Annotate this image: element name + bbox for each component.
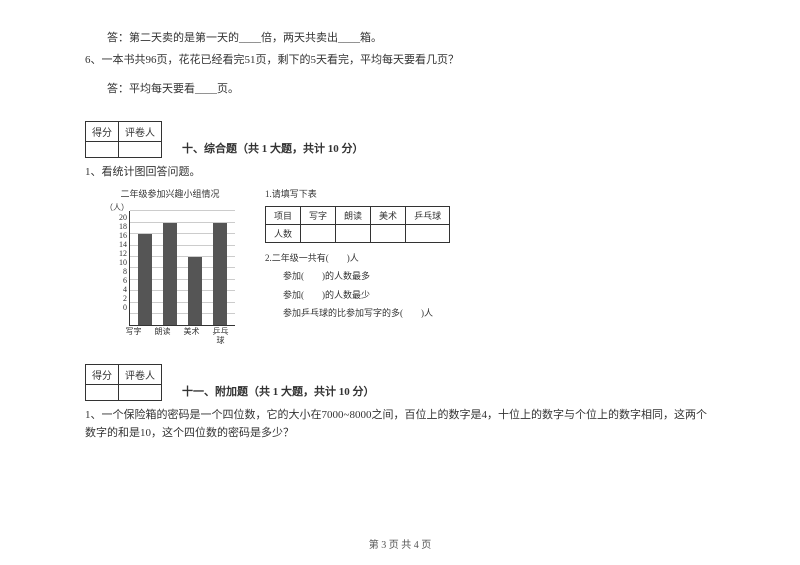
section11-title: 十一、附加题（共 1 大题，共计 10 分） xyxy=(182,383,375,401)
q6-text: 6、一本书共96页，花花已经看完51页，剩下的5天看完，平均每天要看几页？ xyxy=(85,52,715,70)
table-header-cell: 写字 xyxy=(301,206,336,224)
grader-blank xyxy=(119,141,162,157)
y-tick: 20 xyxy=(119,213,127,222)
exam-page: 答：第二天卖的是第一天的____倍，两天共卖出____箱。 6、一本书共96页，… xyxy=(0,0,800,442)
table-header-cell: 美术 xyxy=(371,206,406,224)
x-axis-labels: 写字朗读美术乒乓球 xyxy=(105,328,235,346)
grader-label: 评卷人 xyxy=(119,364,162,384)
x-label: 写字 xyxy=(126,328,142,346)
table-blank-cell xyxy=(406,224,450,242)
bars-area xyxy=(129,211,235,326)
bar-chart: 二年级参加兴趣小组情况 （人） 20181614121086420 写字朗读美术… xyxy=(105,187,235,346)
section10-header: 得分 评卷人 十、综合题（共 1 大题，共计 10 分） xyxy=(85,121,715,158)
fill-line3: 参加( )的人数最多 xyxy=(265,269,715,283)
y-tick: 14 xyxy=(119,240,127,249)
s10-q1: 1、看统计图回答问题。 xyxy=(85,164,715,182)
s11-q1: 1、一个保险箱的密码是一个四位数，它的大小在7000~8000之间，百位上的数字… xyxy=(85,407,715,442)
table-row-label: 人数 xyxy=(266,224,301,242)
table-header-cell: 项目 xyxy=(266,206,301,224)
grader-label: 评卷人 xyxy=(119,121,162,141)
gridline xyxy=(130,210,235,211)
chart-title: 二年级参加兴趣小组情况 xyxy=(105,187,235,200)
x-label: 美术 xyxy=(184,328,200,346)
bar xyxy=(163,223,177,326)
y-tick: 6 xyxy=(123,276,127,285)
q6-answer-line: 答：平均每天要看____页。 xyxy=(85,81,715,99)
bar xyxy=(188,257,202,325)
x-label: 朗读 xyxy=(155,328,171,346)
grader-blank xyxy=(119,384,162,400)
score-blank xyxy=(86,384,119,400)
score-label: 得分 xyxy=(86,121,119,141)
q5-answer-line: 答：第二天卖的是第一天的____倍，两天共卖出____箱。 xyxy=(85,30,715,48)
fill-line5: 参加乒乓球的比参加写字的多( )人 xyxy=(265,306,715,320)
table-header-cell: 乒乓球 xyxy=(406,206,450,224)
y-axis: 20181614121086420 xyxy=(105,213,129,326)
y-tick: 10 xyxy=(119,258,127,267)
bar xyxy=(213,223,227,326)
table-blank-cell xyxy=(336,224,371,242)
section11-header: 得分 评卷人 十一、附加题（共 1 大题，共计 10 分） xyxy=(85,364,715,401)
section10-title: 十、综合题（共 1 大题，共计 10 分） xyxy=(182,140,364,158)
y-tick: 4 xyxy=(123,285,127,294)
table-header-cell: 朗读 xyxy=(336,206,371,224)
page-footer: 第 3 页 共 4 页 xyxy=(0,536,800,551)
fill-line2: 2.二年级一共有( )人 xyxy=(265,251,715,265)
chart-questions: 1.请填写下表 项目写字朗读美术乒乓球 人数 2.二年级一共有( )人 参加( … xyxy=(265,187,715,346)
fill-table: 项目写字朗读美术乒乓球 人数 xyxy=(265,206,450,243)
y-tick: 12 xyxy=(119,249,127,258)
chart-and-table: 二年级参加兴趣小组情况 （人） 20181614121086420 写字朗读美术… xyxy=(105,187,715,346)
score-box-10: 得分 评卷人 xyxy=(85,121,162,158)
score-label: 得分 xyxy=(86,364,119,384)
y-tick: 8 xyxy=(123,267,127,276)
fill-t1: 1.请填写下表 xyxy=(265,187,715,201)
y-tick: 0 xyxy=(123,303,127,312)
y-unit: （人） xyxy=(105,202,129,213)
table-blank-cell xyxy=(301,224,336,242)
y-tick: 2 xyxy=(123,294,127,303)
score-box-11: 得分 评卷人 xyxy=(85,364,162,401)
score-blank xyxy=(86,141,119,157)
table-blank-cell xyxy=(371,224,406,242)
bar xyxy=(138,234,152,325)
y-tick: 16 xyxy=(119,231,127,240)
fill-line4: 参加( )的人数最少 xyxy=(265,288,715,302)
y-tick: 18 xyxy=(119,222,127,231)
x-label: 乒乓球 xyxy=(213,328,229,346)
